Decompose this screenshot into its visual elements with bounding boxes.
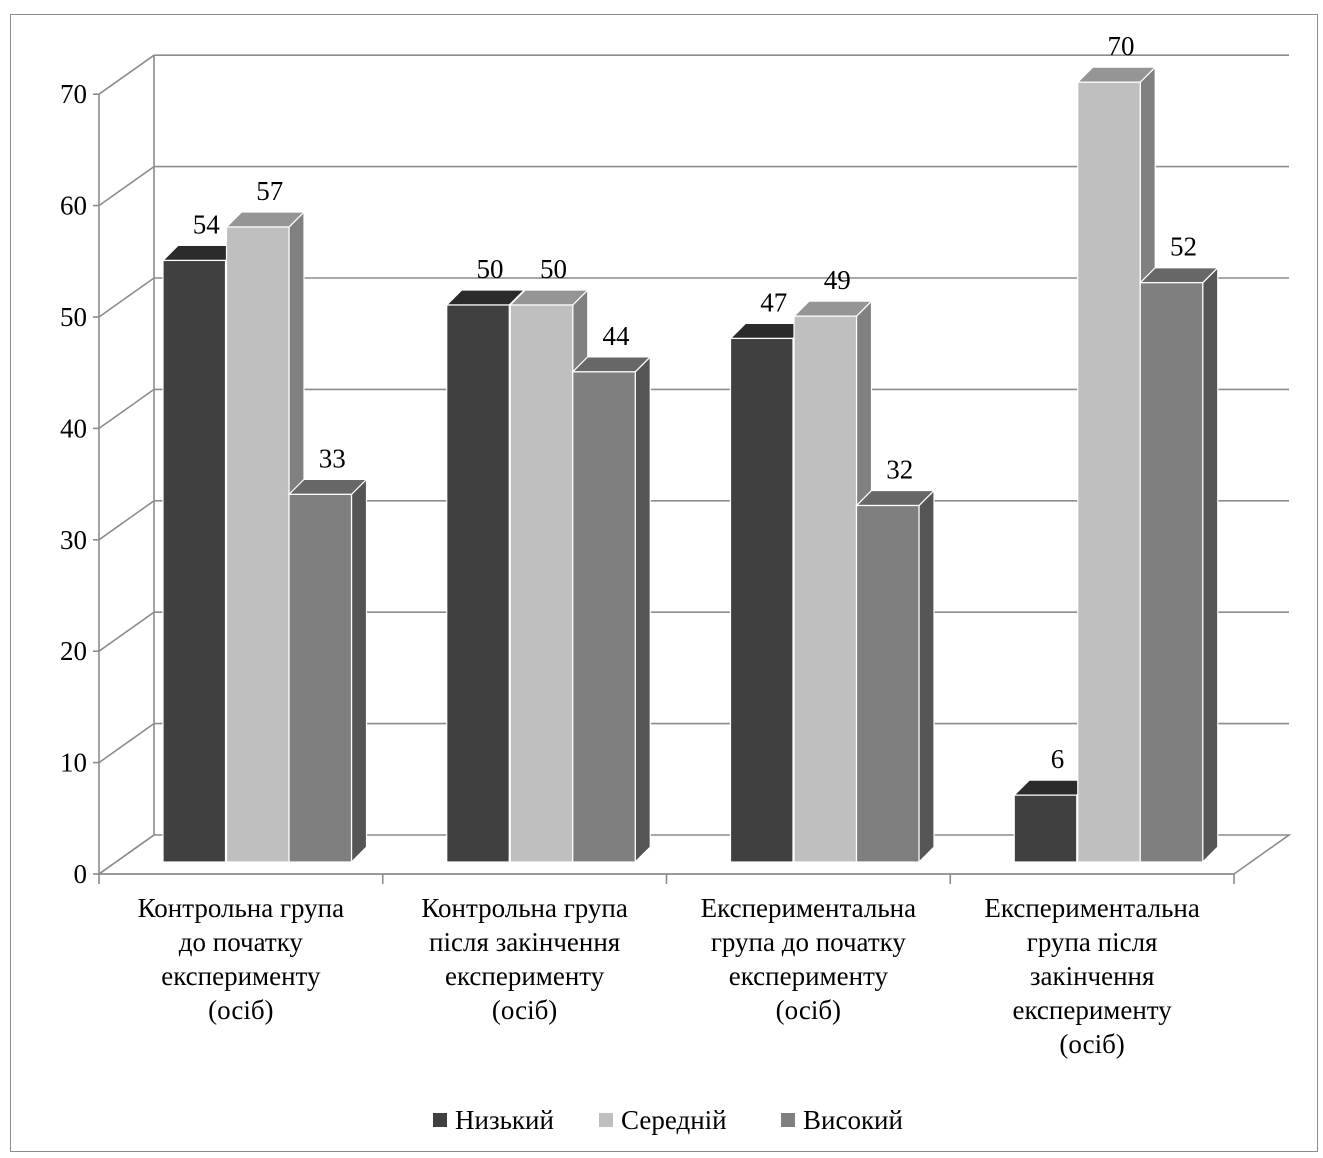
bar-front (446, 304, 510, 863)
legend-label: Високий (803, 1105, 903, 1135)
data-label: 44 (603, 321, 631, 351)
x-tick-label-line: після закінчення (429, 927, 620, 957)
bar-side (1202, 266, 1219, 864)
gridline-depth (98, 54, 155, 95)
bar-side (350, 477, 368, 864)
x-tick-label-line: Експериментальна (984, 893, 1199, 923)
data-label: 6 (1051, 744, 1065, 774)
bar (855, 489, 936, 864)
x-tick-label-line: група після (1027, 927, 1158, 957)
bar-front (572, 371, 636, 863)
y-tick-label: 50 (60, 302, 87, 332)
x-tick-label: Експериментальна група після закінчення екс… (984, 893, 1199, 1059)
x-tick-label-line: Експериментальна (701, 893, 916, 923)
x-tick-label: Контрольна група до початку експерименту (о… (138, 893, 345, 1025)
gridline-depth (98, 500, 155, 541)
gridline-depth (98, 722, 155, 764)
gridline-depth (98, 165, 155, 207)
data-label: 50 (477, 254, 504, 284)
data-label: 57 (256, 176, 283, 206)
bar-front (1139, 282, 1204, 863)
legend-swatch (599, 1113, 613, 1127)
bar-front (1013, 794, 1078, 863)
bar (1076, 65, 1157, 864)
bar-front (225, 226, 290, 863)
bar-front (793, 315, 858, 863)
bar (571, 355, 652, 864)
y-tick-label: 10 (60, 748, 87, 778)
legend-swatch (781, 1113, 795, 1127)
y-tick-label: 30 (60, 525, 87, 555)
x-tick-label-line: експерименту (161, 961, 321, 991)
gridline-depth (98, 388, 155, 430)
gridline-depth (98, 277, 155, 318)
bar (287, 477, 368, 864)
x-tick-label: Експериментальна група до початку експерим… (701, 893, 916, 1025)
x-tick-label-line: експерименту (445, 961, 605, 991)
data-label: 47 (760, 287, 787, 317)
bar-front (509, 304, 574, 863)
data-label: 32 (886, 455, 913, 485)
chart-frame: 0 10 20 30 40 50 60 70 54 57 33 Контрольна група до … (10, 14, 1318, 1152)
data-label: 70 (1108, 31, 1135, 61)
x-tick-label-line: (осіб) (208, 995, 273, 1025)
legend-label: Низький (455, 1105, 554, 1135)
y-tick-label: 0 (74, 859, 88, 889)
bar-side (918, 489, 935, 864)
bar-front (729, 337, 794, 863)
bar-front (288, 493, 353, 863)
y-tick-label: 70 (60, 79, 87, 109)
x-tick-label: Контрольна група після закінчення експерим… (421, 893, 628, 1025)
y-tick-label: 20 (60, 636, 87, 666)
x-tick-label-line: експерименту (729, 961, 889, 991)
x-tick-label-line: (осіб) (776, 995, 841, 1025)
bar-front (855, 504, 920, 863)
x-tick-label-line: (осіб) (492, 995, 557, 1025)
bar-chart: 0 10 20 30 40 50 60 70 54 57 33 Контрольна група до … (60, 31, 1292, 1135)
x-tick-label-line: експерименту (1012, 995, 1172, 1025)
gridline-depth (98, 834, 155, 875)
bar-front (1077, 81, 1141, 863)
legend-label: Середній (621, 1105, 727, 1135)
x-tick-label-line: (осіб) (1059, 1029, 1124, 1059)
data-label: 52 (1170, 232, 1197, 262)
y-tick-label: 60 (60, 191, 87, 221)
data-label: 33 (319, 443, 346, 473)
bar-side (634, 355, 651, 864)
bar-front (162, 259, 227, 863)
data-label: 49 (824, 265, 851, 295)
bar (1138, 266, 1220, 864)
x-tick-label-line: закінчення (1030, 961, 1155, 991)
x-tick-label-line: група до початку (711, 927, 907, 957)
y-tick-label: 40 (60, 413, 87, 443)
x-tick-label-line: до початку (179, 927, 304, 957)
x-tick-label-line: Контрольна група (138, 893, 345, 923)
data-label: 50 (540, 254, 567, 284)
legend-swatch (433, 1113, 447, 1127)
x-tick-label-line: Контрольна група (421, 893, 628, 923)
data-label: 54 (193, 209, 221, 239)
gridline-depth (98, 611, 155, 652)
